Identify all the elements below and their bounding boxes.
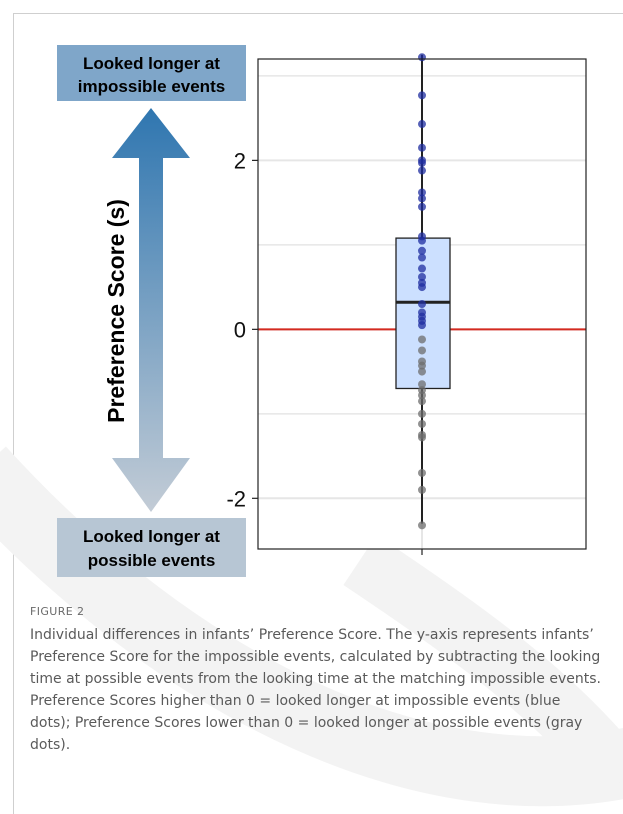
data-point-above — [418, 272, 426, 281]
data-point-below — [418, 468, 426, 477]
data-point-above — [418, 236, 426, 245]
frame-top-rule — [13, 13, 623, 14]
plot-area: -2 0 2 — [226, 53, 587, 555]
data-point-above — [418, 53, 426, 62]
data-point-above — [418, 283, 426, 292]
y-axis-title: Preference Score (s) — [103, 199, 129, 423]
data-point-above — [418, 202, 426, 211]
data-point-above — [418, 264, 426, 273]
caption-text: Individual differences in infants’ Prefe… — [30, 627, 601, 753]
top-annotation-line-2: impossible events — [78, 77, 225, 96]
data-point-above — [418, 166, 426, 175]
y-tick-label: -2 — [226, 486, 246, 511]
data-point-below — [418, 335, 426, 344]
data-point-above — [418, 188, 426, 197]
figure-caption: FIGURE 2 Individual differences in infan… — [30, 605, 605, 756]
double-arrow-icon — [112, 108, 190, 512]
data-point-below — [418, 433, 426, 442]
data-point-above — [418, 91, 426, 100]
data-point-below — [418, 521, 426, 530]
figure-label: FIGURE 2 — [30, 605, 85, 618]
figure-graphic: Looked longer at impossible events Looke… — [57, 45, 587, 577]
y-tick-label: 0 — [234, 317, 246, 342]
data-point-above — [418, 300, 426, 308]
bottom-annotation-line-1: Looked longer at — [83, 527, 220, 546]
data-point-below — [418, 485, 426, 494]
data-point-below — [418, 380, 426, 389]
data-point-above — [418, 120, 426, 129]
data-point-below — [418, 397, 426, 406]
data-point-below — [418, 391, 426, 400]
y-tick-label: 2 — [234, 148, 246, 173]
data-points — [418, 53, 426, 530]
data-point-below — [418, 346, 426, 355]
data-point-below — [418, 409, 426, 418]
data-point-above — [418, 194, 426, 203]
data-point-below — [418, 419, 426, 428]
y-axis-ticks: -2 0 2 — [226, 148, 258, 511]
data-point-below — [418, 361, 426, 370]
top-annotation-line-1: Looked longer at — [83, 54, 220, 73]
data-point-above — [418, 143, 426, 152]
data-point-above — [418, 246, 426, 255]
frame-left-rule — [13, 13, 14, 814]
top-annotation-box — [57, 45, 246, 101]
bottom-annotation-line-2: possible events — [88, 551, 216, 570]
data-point-below — [418, 367, 426, 376]
data-point-above — [418, 158, 426, 167]
data-point-above — [418, 253, 426, 262]
bottom-annotation-box — [57, 518, 246, 577]
data-point-above — [418, 321, 426, 330]
